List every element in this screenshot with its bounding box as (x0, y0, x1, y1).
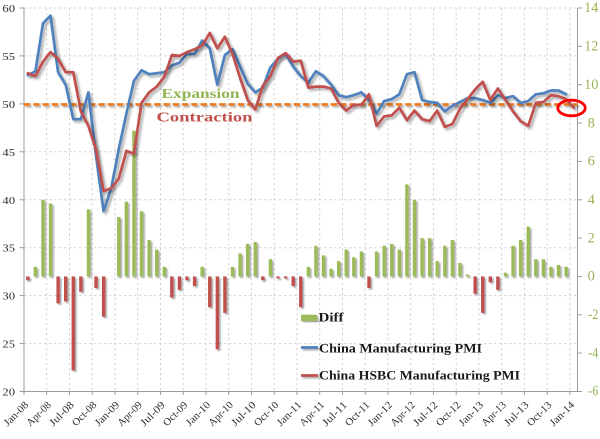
svg-text:20: 20 (2, 387, 15, 399)
svg-text:4: 4 (588, 192, 596, 208)
svg-text:35: 35 (2, 243, 15, 255)
svg-text:Contraction: Contraction (157, 110, 253, 125)
svg-text:-4: -4 (588, 345, 598, 361)
svg-text:55: 55 (2, 51, 15, 63)
svg-text:60: 60 (2, 3, 15, 15)
svg-text:-6: -6 (588, 384, 598, 400)
svg-text:China Manufacturing PMI: China Manufacturing PMI (319, 340, 482, 355)
svg-text:50: 50 (2, 99, 15, 111)
svg-text:25: 25 (2, 339, 15, 351)
svg-text:30: 30 (2, 291, 15, 303)
svg-text:China HSBC Manufacturing PMI: China HSBC Manufacturing PMI (319, 367, 520, 382)
svg-text:6: 6 (588, 154, 596, 170)
svg-text:-2: -2 (588, 307, 598, 323)
svg-text:Expansion: Expansion (162, 87, 240, 102)
svg-text:40: 40 (2, 195, 15, 207)
svg-text:0: 0 (588, 269, 595, 285)
svg-text:45: 45 (2, 147, 15, 159)
svg-text:Diff: Diff (319, 309, 345, 324)
svg-text:14: 14 (584, 0, 599, 16)
svg-text:8: 8 (588, 115, 595, 131)
svg-text:10: 10 (584, 77, 598, 93)
svg-text:2: 2 (588, 230, 595, 246)
svg-text:12: 12 (584, 39, 598, 55)
